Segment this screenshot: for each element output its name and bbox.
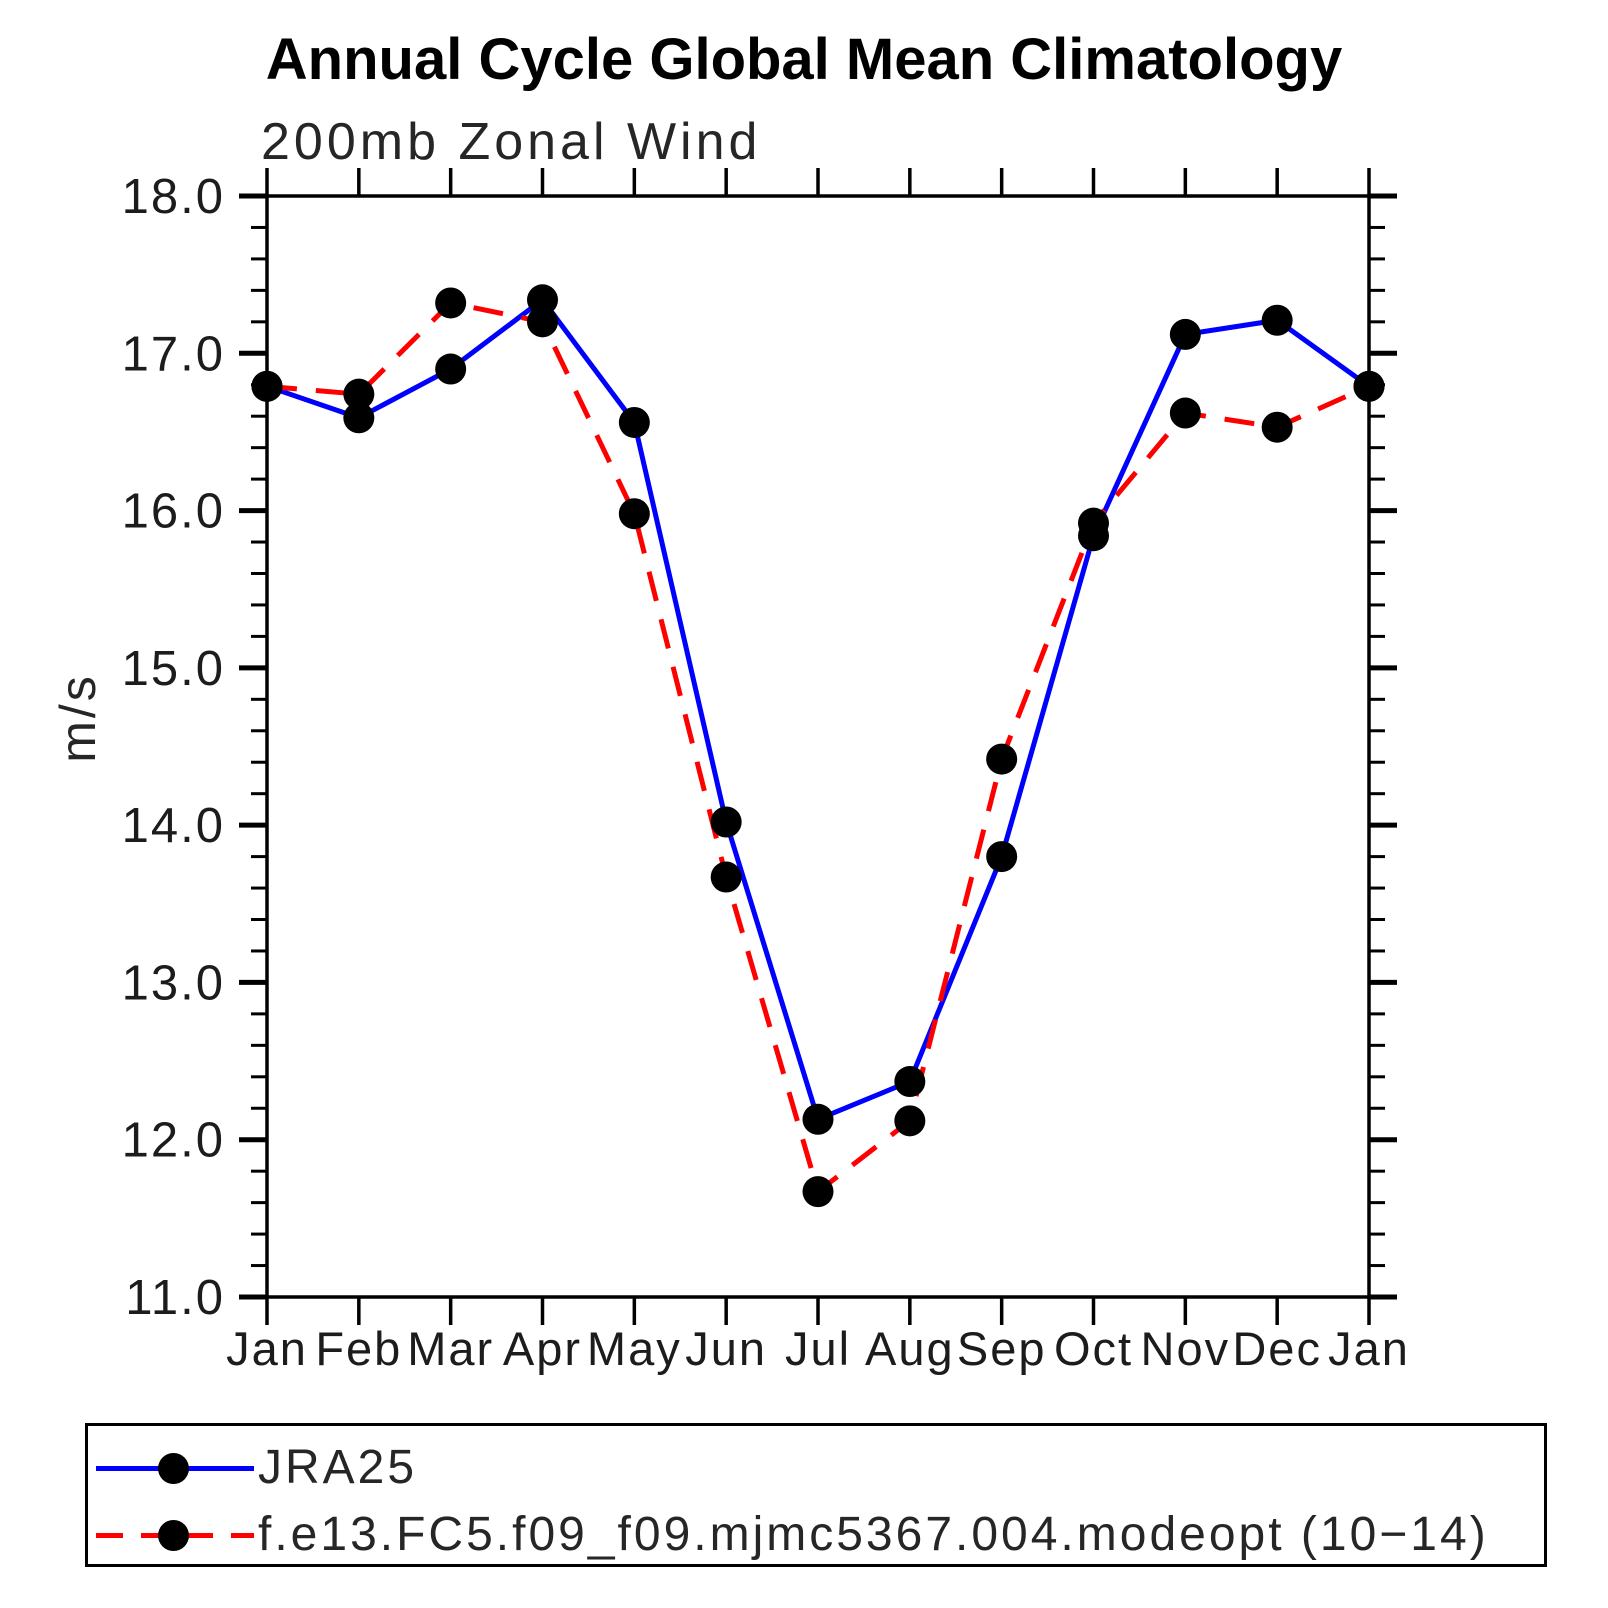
legend-label-model: f.e13.FC5.f09_f09.mjmc5367.004.modeopt (…	[258, 1508, 1489, 1561]
x-tick-label: Jul	[785, 1322, 851, 1375]
y-tick-label: 17.0	[122, 327, 225, 381]
y-tick-label: 15.0	[122, 642, 225, 696]
x-tick-label: Aug	[865, 1322, 955, 1375]
data-point-marker	[527, 284, 558, 316]
chart-title: Annual Cycle Global Mean Climatology	[265, 27, 1343, 92]
y-tick-label: 18.0	[122, 170, 225, 224]
data-point-marker	[1353, 370, 1385, 402]
data-point-marker	[986, 841, 1018, 873]
y-tick-label: 11.0	[125, 1271, 225, 1325]
x-tick-label: Jun	[685, 1322, 767, 1375]
data-point-marker	[435, 353, 467, 385]
data-point-marker	[618, 498, 650, 530]
x-tick-label: Feb	[315, 1322, 402, 1375]
series-line-1	[266, 300, 1371, 1196]
data-point-marker	[1169, 318, 1201, 350]
legend: JRA25 f.e13.FC5.f09_f09.mjmc5367.004.mod…	[85, 1423, 1547, 1567]
x-tick-label: Oct	[1054, 1322, 1133, 1375]
legend-marker-jra25	[158, 1453, 189, 1484]
y-tick-label: 14.0	[122, 799, 225, 853]
x-tick-label: Nov	[1141, 1322, 1231, 1375]
series-line-0	[266, 296, 1371, 1123]
data-point-marker	[343, 378, 375, 410]
data-point-marker	[1261, 411, 1293, 443]
legend-label-jra25: JRA25	[258, 1441, 418, 1494]
y-tick-label: 16.0	[122, 485, 225, 539]
legend-marker-model	[158, 1520, 189, 1551]
data-point-marker	[251, 370, 283, 402]
data-point-marker	[802, 1176, 834, 1208]
data-point-marker	[710, 806, 742, 838]
x-tick-label: May	[587, 1322, 682, 1375]
data-point-marker	[1261, 304, 1293, 336]
chart-subtitle: 200mb Zonal Wind	[261, 113, 762, 171]
x-tick-label: Dec	[1232, 1322, 1322, 1375]
x-tick-label: Apr	[503, 1322, 582, 1375]
x-tick-label: Jan	[1328, 1322, 1410, 1375]
data-point-marker	[986, 743, 1018, 775]
data-point-marker	[710, 861, 742, 893]
data-point-marker	[1169, 397, 1201, 429]
plot-frame	[265, 194, 1371, 1299]
data-point-marker	[1078, 507, 1109, 539]
data-point-marker	[894, 1105, 926, 1137]
data-point-marker	[894, 1066, 926, 1098]
data-point-marker	[618, 406, 650, 438]
y-tick-label: 12.0	[122, 1114, 225, 1168]
data-point-marker	[527, 306, 558, 338]
x-tick-label: Sep	[957, 1322, 1047, 1375]
data-point-marker	[343, 402, 375, 434]
data-point-marker	[435, 287, 467, 319]
y-tick-label: 13.0	[122, 956, 225, 1010]
data-point-marker	[802, 1103, 834, 1135]
x-tick-label: Jan	[226, 1322, 308, 1375]
x-tick-label: Mar	[407, 1322, 494, 1375]
